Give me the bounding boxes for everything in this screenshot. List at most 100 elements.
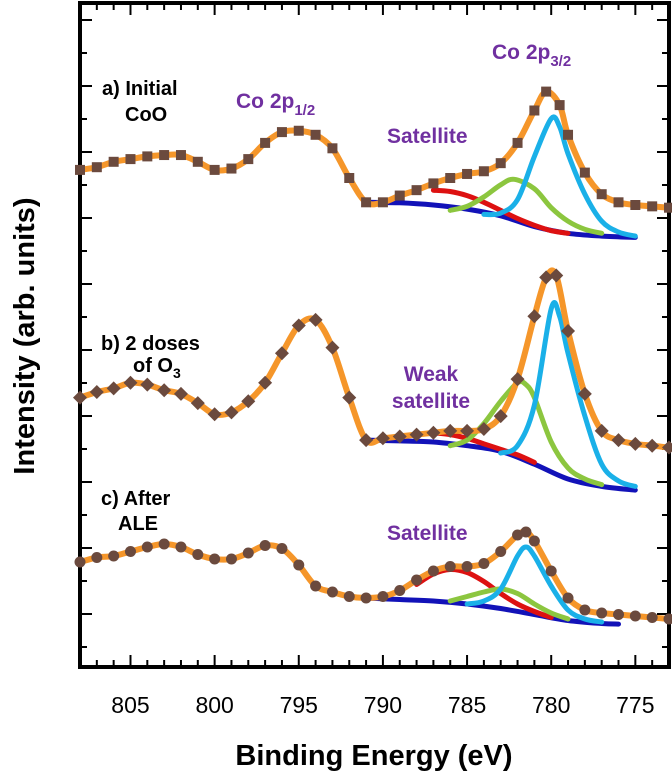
x-tick-label: 780 — [532, 692, 570, 718]
x-axis-title: Binding Energy (eV) — [235, 740, 512, 772]
panel-b-data-point — [359, 433, 374, 448]
panel-b-data-point — [645, 438, 660, 453]
x-tick-label: 785 — [448, 692, 486, 718]
x-tick-label: 795 — [280, 692, 318, 718]
panel-c-data-point — [520, 526, 532, 538]
panel-c-data-point — [495, 546, 507, 557]
panel-c-data-point — [646, 612, 658, 623]
panel-b-data-point — [106, 381, 121, 396]
panel-c-data-point — [478, 558, 490, 569]
panel-b-data-point — [308, 312, 323, 327]
x-tick-label: 800 — [195, 692, 233, 718]
panel-b-data-point — [291, 318, 306, 333]
panel-a-data-point — [445, 173, 456, 183]
panel-c-data-point — [74, 556, 86, 568]
data-markers — [73, 86, 672, 625]
panel-b-data-point — [549, 268, 564, 283]
panel-a-data-point — [563, 129, 574, 140]
panel-a-data-point — [462, 168, 473, 179]
panel-a-data-point — [630, 200, 641, 210]
panel-b-data-point — [274, 346, 289, 361]
co-2p32-text: Co 2p — [492, 41, 550, 64]
panel-b-data-point — [123, 375, 138, 390]
panel-b-data-point — [476, 422, 491, 437]
panel-c-data-point — [377, 591, 389, 602]
panel-c-data-point — [360, 592, 372, 604]
x-tick-label: 790 — [364, 692, 402, 718]
panel-a-data-point — [478, 166, 489, 177]
panel-a-data-point — [541, 86, 552, 97]
panel-a-data-point — [613, 197, 624, 208]
panel-b-data-point — [241, 394, 256, 409]
panel-c-data-point — [158, 538, 170, 550]
panel-a-data-point — [209, 164, 220, 175]
panel-a-data-point — [554, 100, 565, 111]
x-tick-label: 775 — [616, 692, 654, 718]
panel-a-data-point — [377, 197, 388, 208]
panel-c-data-point — [613, 609, 625, 620]
panel-a-data-point — [175, 150, 186, 161]
panel-c-data-point — [596, 607, 608, 619]
panel-b-data-point — [510, 372, 525, 387]
weak-satellite-line2: satellite — [392, 390, 470, 413]
panel-b-data-point — [527, 309, 542, 324]
co-2p32-sub: 3/2 — [550, 53, 571, 70]
panel-a-data-point — [428, 178, 439, 189]
panel-c-data-point — [444, 561, 456, 572]
panel-c-data-point — [276, 543, 288, 554]
panel-c-data-point — [259, 540, 271, 551]
panel-c-data-point — [663, 613, 672, 625]
panel-a-data-point — [125, 154, 136, 165]
panel-a-data-point — [327, 143, 338, 154]
panel-b-data-point — [173, 386, 188, 401]
panel-a-data-point — [192, 156, 203, 167]
panel-b-data-point — [207, 407, 222, 422]
plot-frame — [78, 1, 671, 669]
satellite-annotation-c: Satellite — [387, 522, 468, 545]
panel-b-data-point — [628, 436, 643, 451]
panel-b-data-point — [325, 340, 340, 355]
panel-c-data-point — [579, 604, 591, 616]
panel-a-peak-main-curve — [481, 114, 638, 239]
panel-c-data-point — [461, 561, 473, 572]
panel-c-label-line2: ALE — [118, 513, 158, 535]
panel-a-data-point — [579, 167, 590, 178]
panel-b-data-point — [157, 383, 172, 398]
panel-c-label-line1: c) After — [101, 488, 170, 510]
panel-b-data-point — [577, 386, 592, 401]
x-tick-labels: 805 800 795 790 785 780 775 — [111, 692, 654, 718]
panel-c-data-point — [192, 549, 204, 560]
panel-a-data-point — [108, 156, 119, 167]
panel-c-data-point — [91, 552, 103, 563]
panel-b-data-point — [258, 375, 273, 390]
panel-b-label-sub: 3 — [173, 365, 181, 381]
panel-b-label-main: of O — [133, 355, 173, 377]
panel-a-label-line1: a) Initial — [102, 78, 178, 100]
panel-a-data-point — [276, 127, 287, 138]
panel-b-peak-main-curve — [498, 300, 638, 489]
panel-c-data-point — [512, 529, 524, 541]
panel-a-data-point — [75, 164, 85, 175]
panel-a-data-point — [159, 150, 170, 161]
panel-a-data-point — [361, 197, 372, 208]
panel-c-data-point — [545, 565, 557, 577]
panel-c-data-point — [562, 592, 574, 604]
panel-a-data-point — [529, 105, 540, 116]
panel-b-data-point — [662, 440, 672, 455]
panel-a-data-point — [664, 202, 672, 213]
panel-b-label-line1: b) 2 doses — [101, 333, 200, 355]
panel-c-peak-secondary-curve — [447, 586, 571, 622]
panel-b-data-point — [493, 409, 508, 424]
panel-a-data-point — [142, 151, 153, 162]
panel-a-data-point — [226, 163, 237, 174]
panel-a-data-point — [596, 189, 607, 200]
panel-c-data-point — [108, 550, 120, 562]
panel-c-data-point — [411, 574, 423, 586]
panel-c-data-point — [209, 553, 221, 565]
panel-b-data-point — [375, 431, 390, 446]
panel-b-data-point — [73, 390, 87, 405]
panel-c-data-point — [427, 565, 439, 577]
panel-a-data-point — [411, 185, 422, 196]
panel-a-data-point — [310, 129, 321, 140]
co-2p32-annotation: Co 2p3/2 — [492, 41, 571, 70]
